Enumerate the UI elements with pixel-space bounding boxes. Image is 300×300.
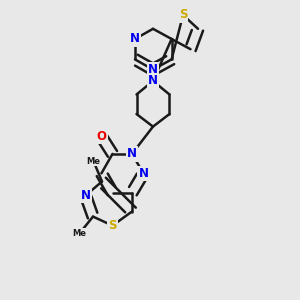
Text: N: N [148, 74, 158, 88]
Text: S: S [179, 8, 187, 22]
Text: N: N [138, 167, 148, 180]
Text: Me: Me [73, 229, 86, 238]
Text: N: N [127, 147, 137, 161]
Text: S: S [108, 219, 117, 232]
Text: N: N [130, 32, 140, 46]
Text: Me: Me [87, 157, 100, 166]
Text: N: N [80, 189, 91, 202]
Text: O: O [96, 130, 106, 143]
Text: N: N [148, 63, 158, 76]
